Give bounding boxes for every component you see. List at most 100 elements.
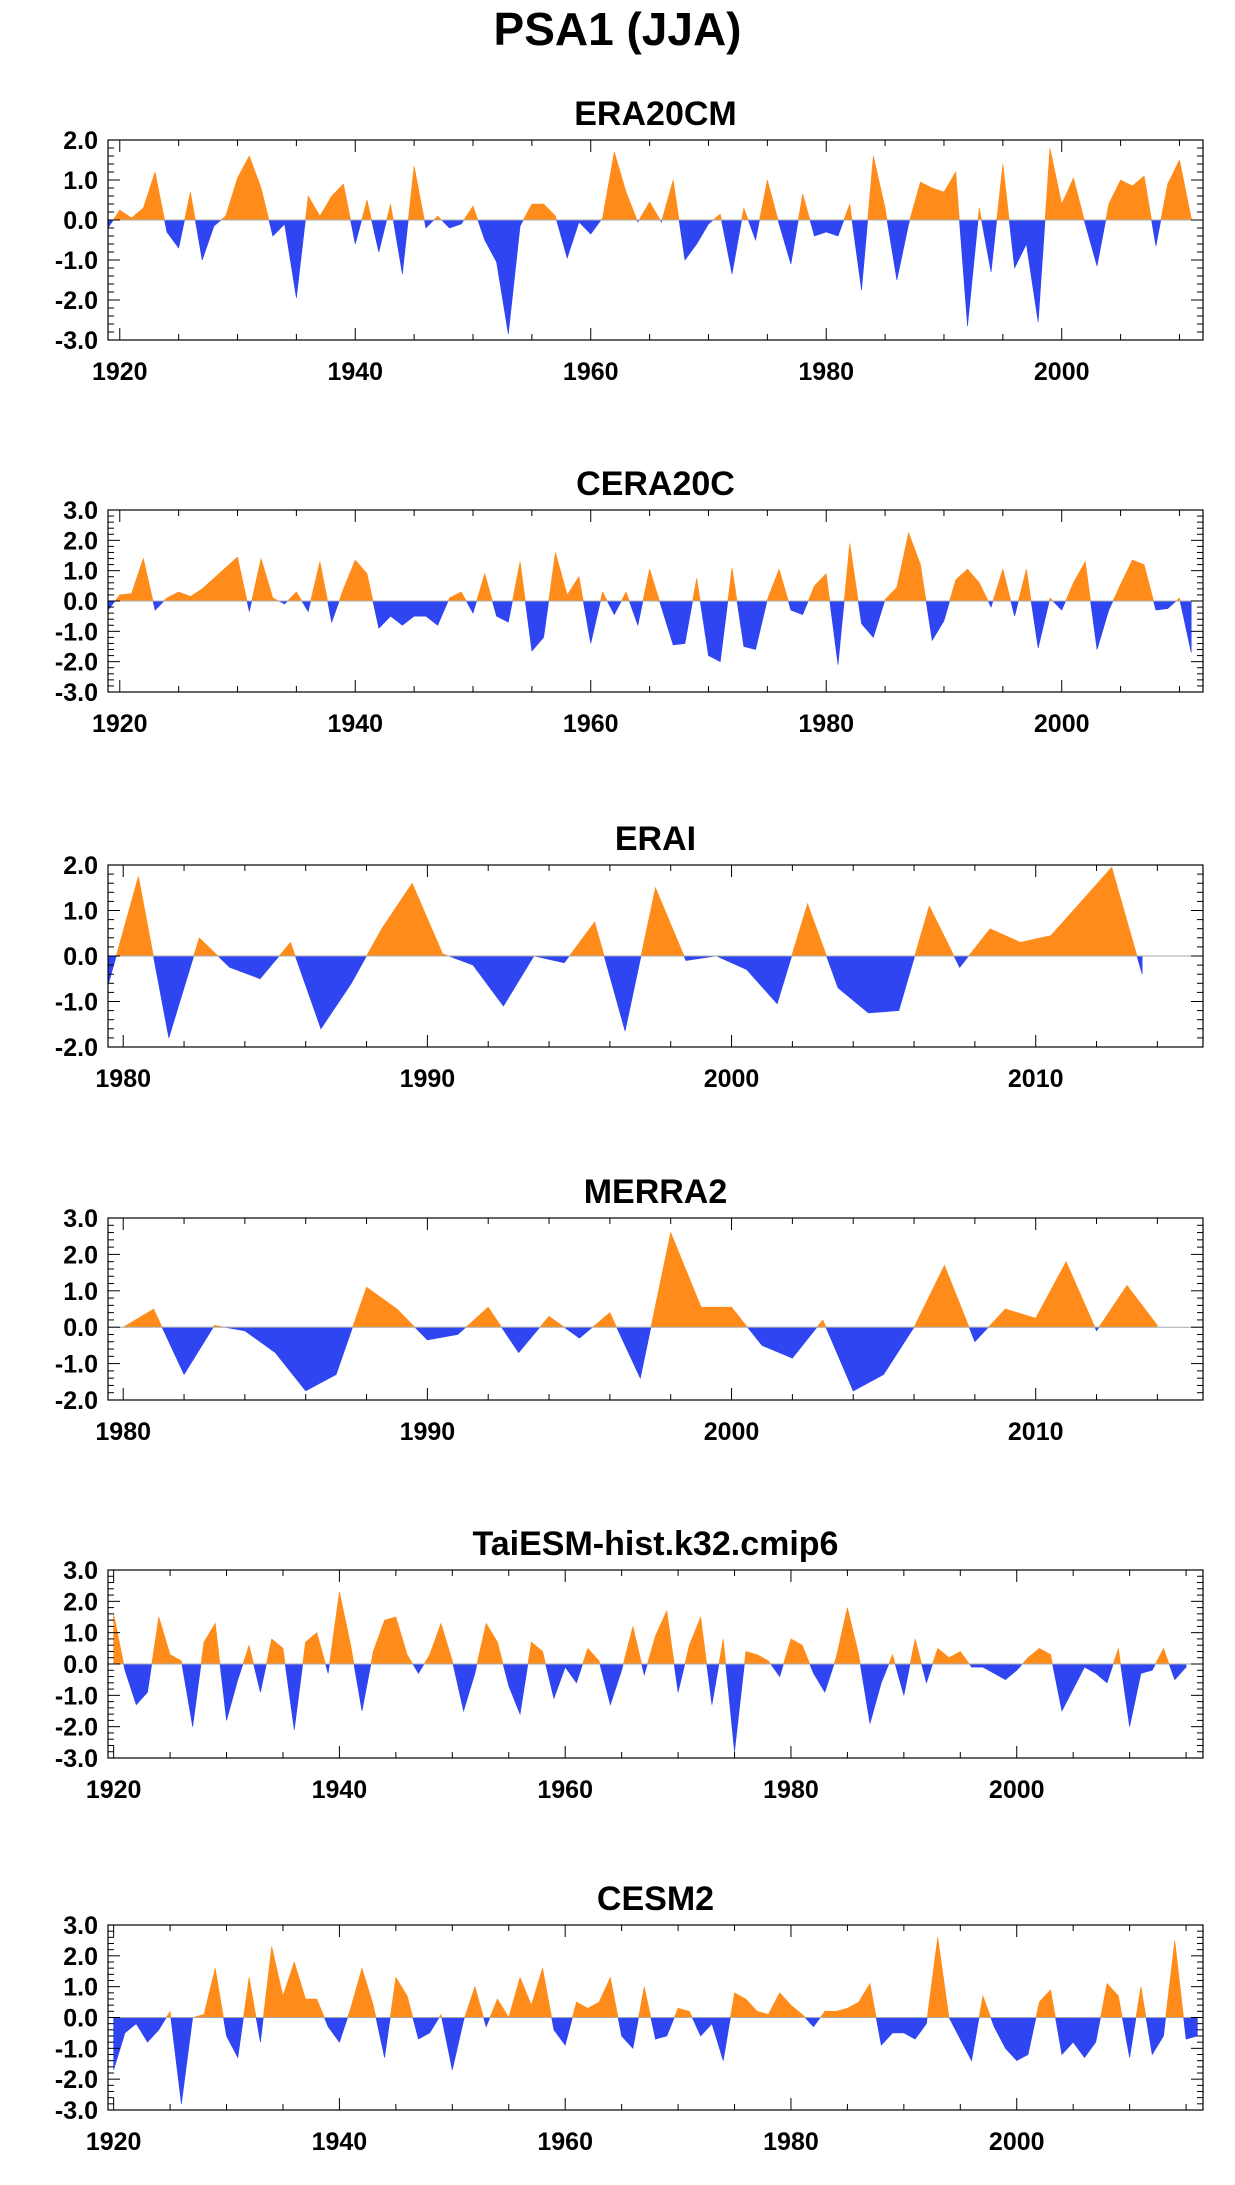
y-tick-label: 2.0 xyxy=(63,1943,98,1971)
negative-anomaly-area xyxy=(699,600,729,663)
y-tick-label: -3.0 xyxy=(55,1745,98,1773)
positive-anomaly-area xyxy=(744,1651,772,1665)
positive-anomaly-area xyxy=(192,1968,224,2018)
negative-anomaly-area xyxy=(959,219,979,327)
positive-anomaly-area xyxy=(433,215,443,221)
positive-anomaly-area xyxy=(568,921,605,957)
y-tick-label: -1.0 xyxy=(55,989,98,1017)
x-tick-label: 1980 xyxy=(763,2128,819,2156)
panel-3: -2.0 -1.0 0.0 1.0 2.0 1980 1990 2000 2010 ERAI xyxy=(55,820,1204,1093)
plot-frame xyxy=(107,139,1204,341)
positive-anomaly-area xyxy=(833,1607,861,1665)
x-tick-label: 1960 xyxy=(563,358,619,386)
negative-anomaly-area xyxy=(1055,2017,1101,2059)
positive-anomaly-area xyxy=(783,1638,811,1665)
positive-anomaly-area xyxy=(338,559,374,602)
positive-anomaly-area xyxy=(112,170,165,221)
negative-anomaly-area xyxy=(1183,2017,1198,2040)
positive-anomaly-area xyxy=(867,155,888,221)
positive-anomaly-area xyxy=(741,206,749,221)
negative-anomaly-area xyxy=(1008,219,1046,323)
positive-anomaly-area xyxy=(347,1967,377,2018)
y-tick-label: 3.0 xyxy=(63,497,98,525)
negative-anomaly-area xyxy=(948,2017,980,2062)
positive-anomaly-area xyxy=(310,561,328,602)
positive-anomaly-area xyxy=(305,183,351,221)
positive-anomaly-area xyxy=(684,1615,708,1665)
positive-anomaly-area xyxy=(819,1982,877,2018)
y-tick-label: -2.0 xyxy=(55,649,98,677)
positive-anomaly-area xyxy=(622,1626,643,1665)
negative-anomaly-area xyxy=(691,2017,731,2061)
panel-title: ERA20CM xyxy=(574,95,736,133)
negative-anomaly-area xyxy=(678,219,715,261)
negative-anomaly-area xyxy=(716,955,793,1005)
negative-anomaly-area xyxy=(981,219,998,273)
series-area xyxy=(108,866,1143,1038)
negative-anomaly-area xyxy=(1030,600,1050,649)
negative-anomaly-area xyxy=(412,1663,425,1674)
negative-anomaly-area xyxy=(1120,1663,1156,1727)
negative-anomaly-area xyxy=(483,2017,491,2028)
negative-anomaly-area xyxy=(1083,219,1107,267)
negative-anomaly-area xyxy=(424,219,435,229)
negative-anomaly-area xyxy=(1179,600,1192,653)
positive-anomaly-area xyxy=(600,591,608,602)
negative-anomaly-area xyxy=(325,1663,330,1674)
x-tick-label: 1940 xyxy=(312,1776,368,1804)
y-tick-label: -1.0 xyxy=(55,1351,98,1379)
negative-anomaly-area xyxy=(1151,219,1162,247)
positive-anomaly-area xyxy=(914,905,955,957)
positive-anomaly-area xyxy=(1065,560,1091,602)
positive-anomaly-area xyxy=(1018,569,1032,602)
y-tick-label: -3.0 xyxy=(55,679,98,707)
positive-anomaly-area xyxy=(262,1946,325,2018)
positive-anomaly-area xyxy=(265,1638,286,1665)
negative-anomaly-area xyxy=(253,1663,267,1693)
negative-anomaly-area xyxy=(501,1326,541,1354)
negative-anomaly-area xyxy=(809,219,845,237)
positive-anomaly-area xyxy=(465,1306,503,1328)
negative-anomaly-area xyxy=(721,219,743,275)
series-area xyxy=(108,531,1192,665)
x-tick-label: 2000 xyxy=(1034,710,1090,738)
positive-anomaly-area xyxy=(447,591,467,602)
panel-title: TaiESM-hist.k32.cmip6 xyxy=(473,1525,839,1563)
positive-anomaly-area xyxy=(884,531,927,602)
y-tick-label: 2.0 xyxy=(63,852,98,880)
panel-4: -2.0 -1.0 0.0 1.0 2.0 3.0 1980 1990 2000 2010 MERR… xyxy=(55,1173,1204,1446)
negative-anomaly-area xyxy=(1121,2017,1137,2058)
positive-anomaly-area xyxy=(165,2010,172,2018)
negative-anomaly-area xyxy=(372,600,449,629)
negative-anomaly-area xyxy=(350,219,363,245)
positive-anomaly-area xyxy=(909,1638,922,1665)
positive-anomaly-area xyxy=(926,1937,950,2018)
negative-anomaly-area xyxy=(921,1663,934,1684)
positive-anomaly-area xyxy=(591,1312,618,1328)
negative-anomaly-area xyxy=(465,600,478,614)
positive-anomaly-area xyxy=(1160,159,1192,221)
positive-anomaly-area xyxy=(913,1264,970,1328)
negative-anomaly-area xyxy=(650,2017,675,2040)
negative-anomaly-area xyxy=(353,1663,372,1712)
positive-anomaly-area xyxy=(888,1653,896,1665)
positive-anomaly-area xyxy=(184,191,196,221)
x-tick-label: 1980 xyxy=(798,710,854,738)
positive-anomaly-area xyxy=(992,568,1012,602)
negative-anomaly-area xyxy=(123,1663,153,1706)
panel-title: CERA20C xyxy=(576,465,735,503)
x-tick-label: 1920 xyxy=(86,2128,142,2156)
negative-anomaly-area xyxy=(108,219,114,229)
positive-anomaly-area xyxy=(193,937,219,957)
negative-anomaly-area xyxy=(706,1663,720,1705)
negative-anomaly-area xyxy=(606,600,622,616)
negative-anomaly-area xyxy=(217,955,280,980)
positive-anomaly-area xyxy=(650,1231,749,1328)
x-tick-label: 2000 xyxy=(1034,358,1090,386)
series-area xyxy=(122,1231,1158,1392)
negative-anomaly-area xyxy=(246,600,253,612)
negative-anomaly-area xyxy=(641,1663,648,1677)
negative-anomaly-area xyxy=(894,1663,911,1696)
positive-anomaly-area xyxy=(464,1985,484,2018)
y-tick-label: -1.0 xyxy=(55,1682,98,1710)
